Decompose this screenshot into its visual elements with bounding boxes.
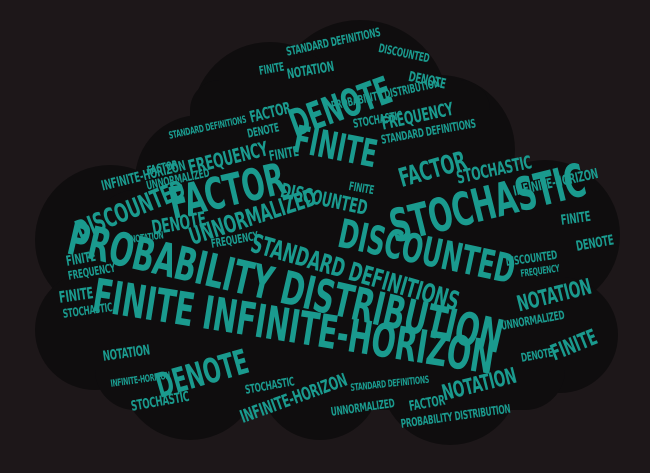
- word-finite-right: FINITE: [559, 208, 592, 229]
